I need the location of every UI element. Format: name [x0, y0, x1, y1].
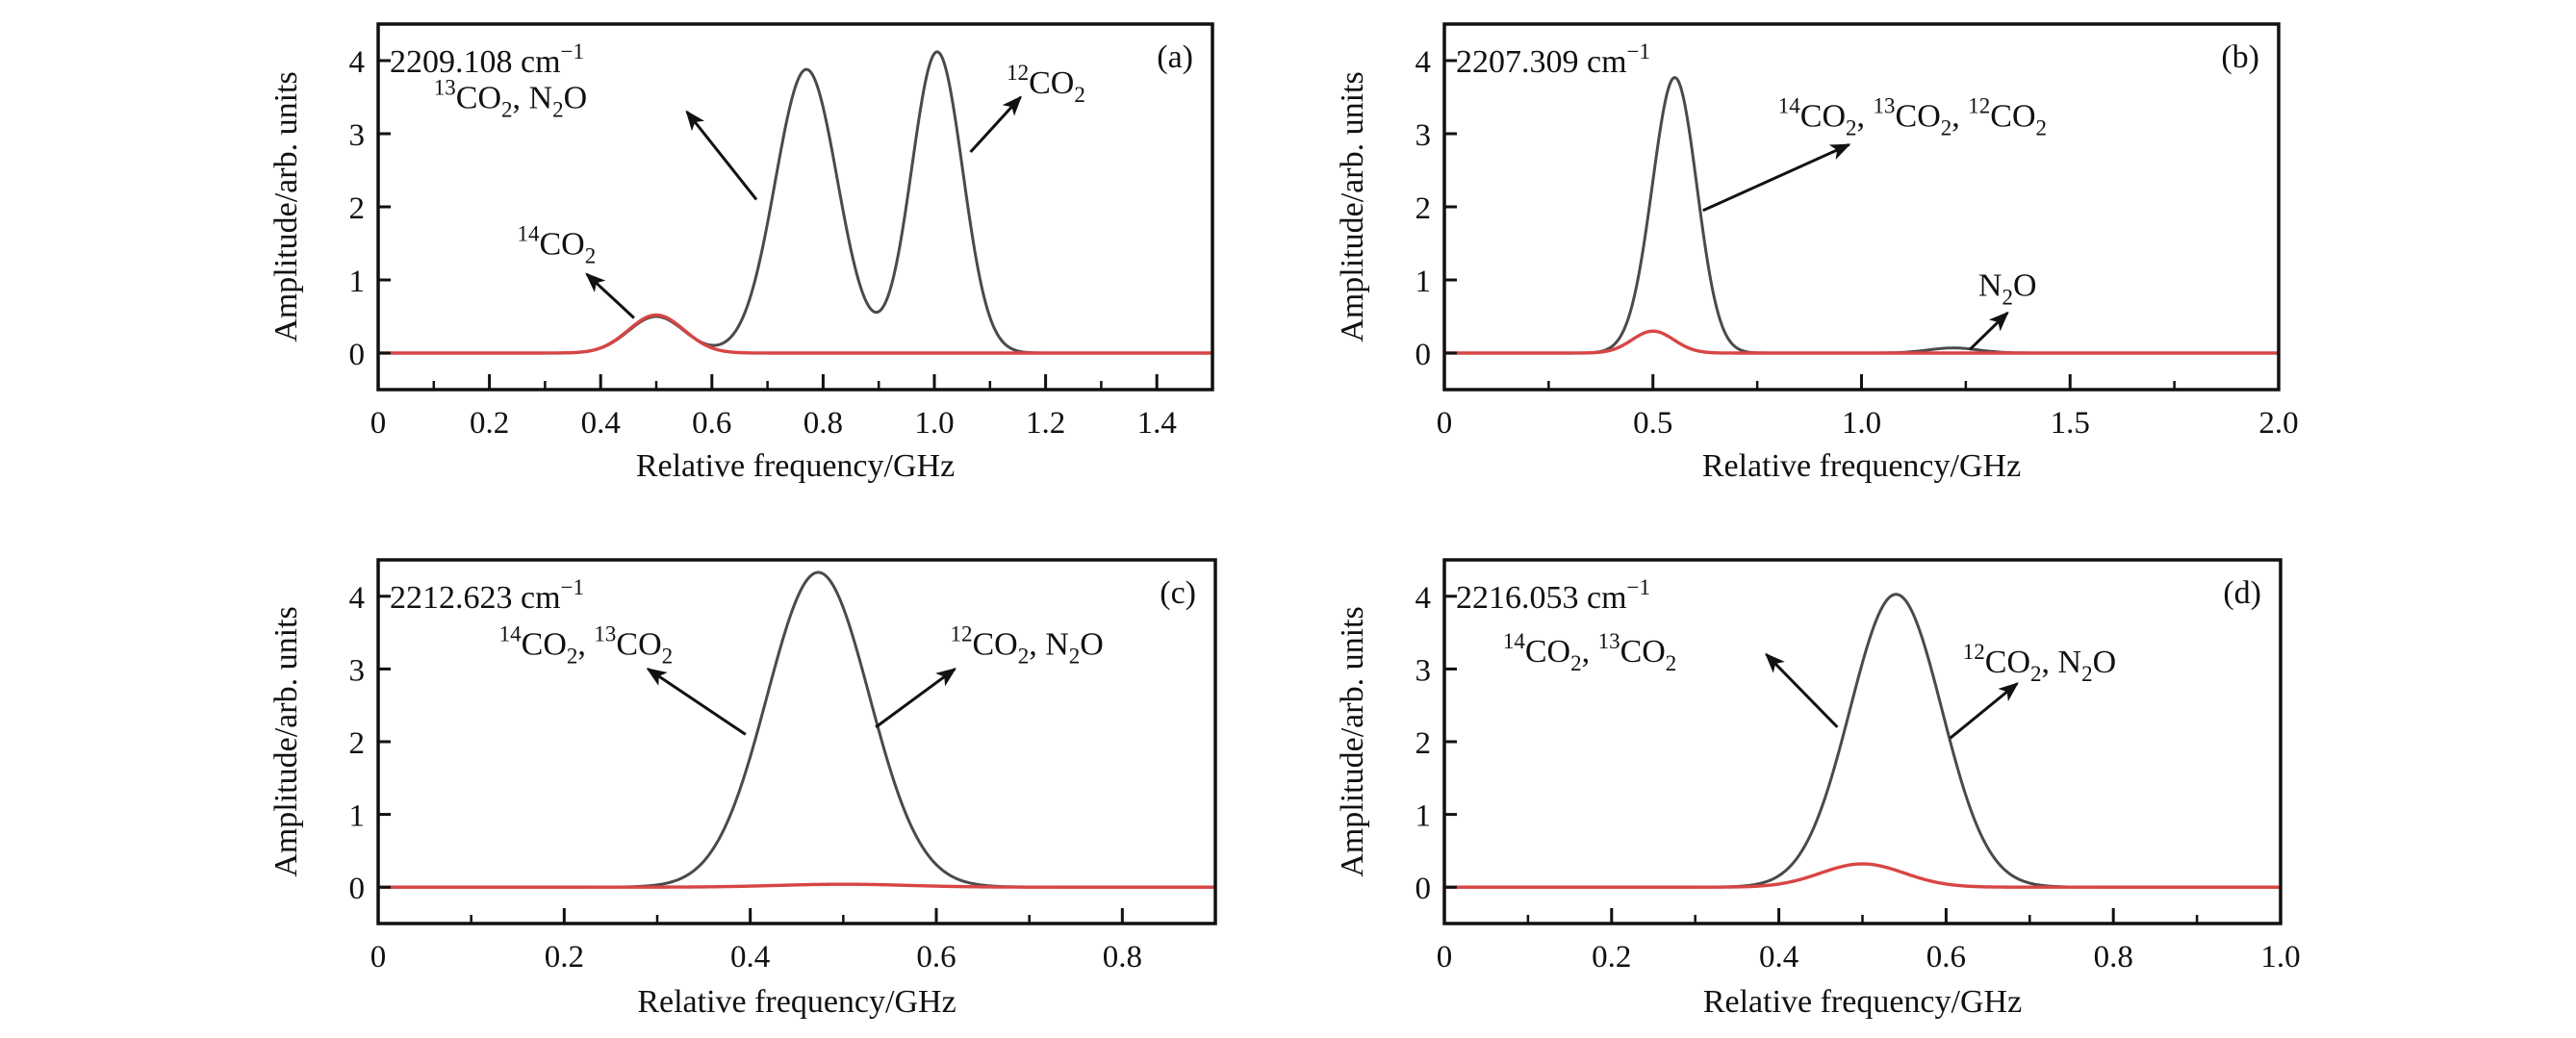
annotation-label: 12CO2, N2O	[1963, 640, 2116, 686]
y-tick-label: 4	[1416, 581, 1432, 616]
y-tick-label: 0	[1416, 338, 1432, 372]
panel-label: (b)	[2221, 39, 2259, 75]
y-tick-label: 4	[349, 45, 366, 80]
annotation-label: N2O	[1978, 268, 2037, 310]
curves	[378, 50, 1212, 355]
series-total-line	[378, 570, 1215, 889]
y-axis-label: Amplitude/arb. units	[1335, 606, 1370, 876]
x-tick-label: 0.2	[545, 940, 584, 975]
x-tick-label: 0.8	[1103, 940, 1142, 975]
x-tick-label: 1.2	[1026, 406, 1065, 441]
y-tick-label: 0	[1416, 872, 1432, 906]
panel-c: (c) Relative frequency/GHz Amplitude/arb…	[268, 558, 1217, 1020]
x-tick-label: 0.8	[2094, 940, 2133, 975]
panel-d: (d) Relative frequency/GHz Amplitude/arb…	[1335, 558, 2301, 1020]
annotation-arrow	[646, 668, 747, 736]
y-tick-label: 3	[1416, 653, 1432, 688]
annotation-label: 14CO2, 13CO2, 12CO2	[1778, 93, 2047, 139]
x-axis-label: Relative frequency/GHz	[637, 984, 956, 1020]
wavenumber-label: 2209.108 cm−1	[390, 39, 584, 80]
x-tick-label: 1.0	[914, 406, 954, 441]
y-tick-label: 0	[349, 338, 366, 372]
panel-label: (d)	[2223, 575, 2261, 611]
wavenumber-label: 2212.623 cm−1	[390, 575, 584, 616]
series-component-line	[1444, 329, 2279, 355]
panel-label: (c)	[1160, 575, 1196, 611]
wavenumber-label: 2216.053 cm−1	[1456, 575, 1650, 616]
y-tick-label: 2	[1416, 191, 1432, 226]
annotation-label: 12CO2	[1007, 61, 1085, 107]
x-tick-label: 0	[1437, 940, 1453, 975]
x-tick-label: 0	[370, 406, 387, 441]
curves	[1444, 593, 2281, 889]
annotation-label: 14CO2	[518, 221, 597, 267]
y-tick-label: 1	[1416, 799, 1432, 834]
x-tick-label: 1.0	[2260, 940, 2300, 975]
x-tick-label: 0.6	[692, 406, 731, 441]
y-tick-label: 1	[349, 265, 366, 299]
y-tick-label: 2	[349, 726, 366, 761]
x-tick-label: 1.5	[2051, 406, 2090, 441]
x-tick-label: 2.0	[2258, 406, 2298, 441]
annotation-label: 14CO2, 13CO2	[1503, 629, 1676, 675]
annotation-label: 12CO2, N2O	[951, 621, 1104, 668]
annotation-arrow	[875, 668, 957, 729]
annotation-arrow	[585, 272, 635, 319]
y-tick-label: 3	[1416, 118, 1432, 153]
annotation-label: 13CO2, N2O	[434, 75, 587, 121]
curves	[378, 570, 1215, 889]
x-tick-label: 0.5	[1633, 406, 1672, 441]
annotation-arrow	[685, 110, 758, 201]
y-tick-label: 2	[1416, 726, 1432, 761]
y-axis-label: Amplitude/arb. units	[268, 606, 304, 876]
annotation-arrow	[1765, 652, 1839, 728]
y-tick-label: 4	[1416, 45, 1432, 80]
panel-label: (a)	[1157, 39, 1193, 75]
series-component-line	[378, 313, 1212, 355]
annotation-arrow	[1949, 682, 2019, 740]
x-axis-label: Relative frequency/GHz	[1703, 984, 2022, 1020]
x-tick-label: 1.0	[1842, 406, 1881, 441]
series-component-line	[378, 882, 1215, 889]
y-tick-label: 4	[349, 581, 366, 616]
annotation-arrow	[1969, 311, 2009, 351]
wavenumber-label: 2207.309 cm−1	[1456, 39, 1650, 80]
y-tick-label: 1	[349, 799, 366, 834]
y-tick-label: 3	[349, 653, 366, 688]
x-tick-label: 0.2	[1592, 940, 1631, 975]
x-tick-label: 0	[1437, 406, 1453, 441]
panel-b: (b) Relative frequency/GHz Amplitude/arb…	[1335, 22, 2299, 484]
y-tick-label: 0	[349, 872, 366, 906]
x-tick-label: 0.6	[1926, 940, 1966, 975]
curves	[1444, 76, 2279, 355]
panel-a: (a) Relative frequency/GHz Amplitude/arb…	[268, 22, 1214, 484]
x-tick-label: 0.6	[916, 940, 956, 975]
y-axis-label: Amplitude/arb. units	[1335, 71, 1370, 342]
y-tick-label: 1	[1416, 265, 1432, 299]
y-tick-label: 2	[349, 191, 366, 226]
annotation-arrow	[1702, 143, 1851, 213]
y-axis-label: Amplitude/arb. units	[268, 71, 304, 342]
x-axis-label: Relative frequency/GHz	[1702, 448, 2021, 484]
x-axis-label: Relative frequency/GHz	[636, 448, 955, 484]
series-component-line	[1444, 862, 2281, 889]
x-tick-label: 0.8	[803, 406, 843, 441]
x-tick-label: 1.4	[1137, 406, 1177, 441]
x-tick-label: 0	[370, 940, 387, 975]
annotation-arrow	[969, 95, 1023, 154]
x-tick-label: 0.4	[1759, 940, 1798, 975]
x-tick-label: 0.2	[470, 406, 509, 441]
y-tick-label: 3	[349, 118, 366, 153]
annotation-label: 14CO2, 13CO2	[499, 621, 673, 668]
x-tick-label: 0.4	[730, 940, 770, 975]
x-tick-label: 0.4	[581, 406, 621, 441]
